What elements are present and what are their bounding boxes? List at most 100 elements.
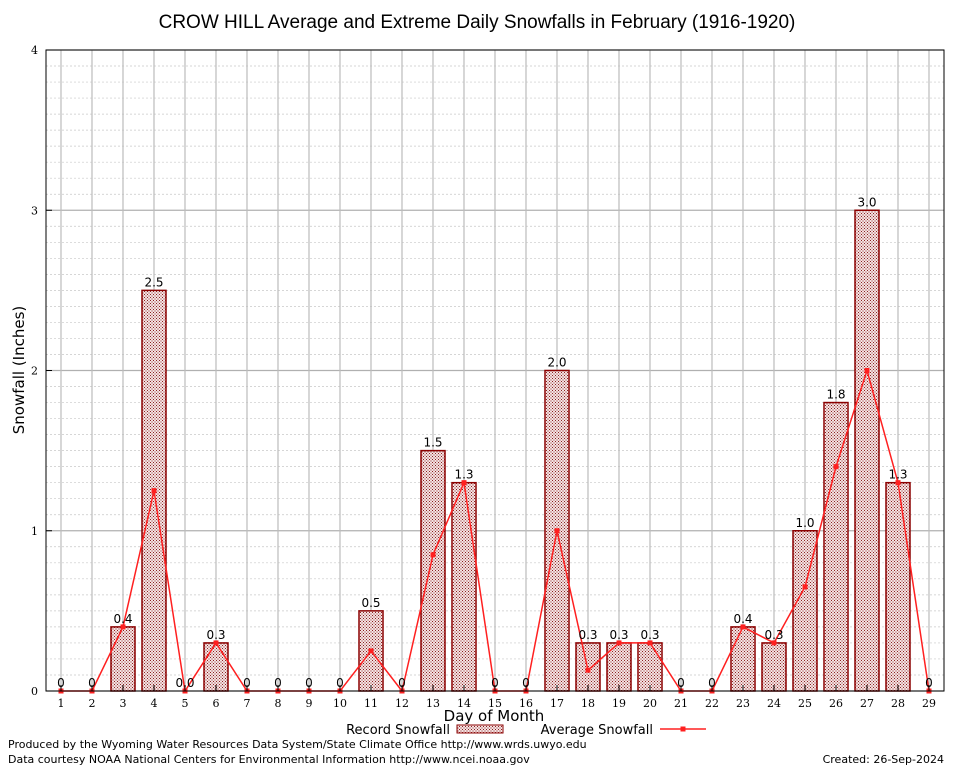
data-label: 0 — [491, 676, 499, 690]
x-tick-label: 7 — [244, 697, 251, 710]
data-label: 0 — [708, 676, 716, 690]
y-tick-label: 2 — [31, 365, 38, 378]
x-tick-label: 5 — [182, 697, 189, 710]
footer-courtesy: Data courtesy NOAA National Centers for … — [8, 753, 530, 766]
legend-record-swatch — [456, 724, 504, 734]
y-tick-label: 4 — [31, 44, 38, 57]
x-tick-label: 19 — [612, 697, 626, 710]
data-label: 1.3 — [454, 468, 473, 482]
chart-title: CROW HILL Average and Extreme Daily Snow… — [159, 12, 796, 33]
legend-average-label: Average Snowfall — [541, 723, 653, 738]
x-tick-label: 23 — [736, 697, 750, 710]
x-tick-label: 22 — [705, 697, 719, 710]
x-tick-label: 20 — [643, 697, 657, 710]
data-label: 2.0 — [547, 356, 566, 370]
bar — [854, 209, 880, 692]
data-label: 1.5 — [423, 436, 442, 450]
data-label: 0.5 — [361, 596, 380, 610]
average-point — [461, 480, 467, 486]
bar — [761, 642, 787, 692]
data-label: 0 — [243, 676, 251, 690]
x-tick-label: 4 — [151, 697, 158, 710]
legend-record-label: Record Snowfall — [346, 723, 450, 738]
footer-produced-by: Produced by the Wyoming Water Resources … — [8, 738, 587, 751]
x-tick-label: 29 — [922, 697, 936, 710]
data-label: 0.3 — [206, 628, 225, 642]
data-label: 0.4 — [733, 612, 752, 626]
data-label: 0 — [398, 676, 406, 690]
data-label: 0 — [925, 676, 933, 690]
y-tick-label: 3 — [31, 204, 38, 217]
average-point — [554, 528, 560, 534]
bar — [420, 449, 446, 692]
bar — [203, 642, 229, 692]
data-label: 0.4 — [113, 612, 132, 626]
data-labels: 0 0 0.4 2.5 0.0 0.3 0 0 0 0 0.5 0 1.5 1.3 0 0 2.0 0.3 0.3 0… — [57, 195, 933, 690]
x-tick-label: 8 — [275, 697, 282, 710]
data-label: 0 — [57, 676, 65, 690]
average-point — [802, 584, 808, 590]
data-label: 0 — [522, 676, 530, 690]
average-point — [430, 552, 436, 558]
x-tick-label: 17 — [550, 697, 564, 710]
x-tick-label: 3 — [120, 697, 127, 710]
x-tick-label: 21 — [674, 697, 688, 710]
x-tick-label: 25 — [798, 697, 812, 710]
x-tick-label: 15 — [488, 697, 502, 710]
average-point — [120, 624, 126, 630]
average-point — [585, 667, 591, 673]
footer-created: Created: 26-Sep-2024 — [822, 753, 944, 766]
y-tick-label: 0 — [31, 685, 38, 698]
legend-average-marker — [680, 726, 686, 732]
data-label: 0.3 — [764, 628, 783, 642]
data-label: 1.3 — [888, 468, 907, 482]
x-tick-label: 12 — [395, 697, 409, 710]
legend: Record Snowfall Average Snowfall — [346, 723, 706, 738]
average-point — [213, 640, 219, 646]
bar — [885, 481, 911, 692]
y-tick-label: 1 — [31, 525, 38, 538]
data-label: 0 — [274, 676, 282, 690]
average-point — [740, 624, 746, 630]
bar — [451, 481, 477, 692]
bar — [823, 401, 849, 692]
average-point — [616, 640, 622, 646]
average-point — [368, 648, 374, 654]
average-point — [864, 368, 870, 373]
x-tick-label: 24 — [767, 697, 781, 710]
data-label: 3.0 — [857, 195, 876, 209]
x-tick-label: 6 — [213, 697, 220, 710]
x-tick-label: 13 — [426, 697, 440, 710]
data-label: 0.0 — [175, 676, 194, 690]
x-tick-label: 1 — [58, 697, 65, 710]
bars — [110, 209, 911, 692]
x-tick-label: 27 — [860, 697, 874, 710]
average-point — [895, 480, 901, 486]
data-label: 2.5 — [144, 275, 163, 289]
average-point — [151, 488, 157, 494]
x-tick-label: 28 — [891, 697, 905, 710]
x-tick-label: 18 — [581, 697, 595, 710]
bar — [141, 289, 167, 692]
x-tick-label: 11 — [364, 697, 378, 710]
x-tick-label: 2 — [89, 697, 96, 710]
data-label: 0.3 — [609, 628, 628, 642]
data-label: 0.3 — [578, 628, 597, 642]
x-tick-label: 10 — [333, 697, 347, 710]
data-label: 0 — [88, 676, 96, 690]
average-point — [771, 640, 777, 646]
x-axis-label: Day of Month — [444, 707, 545, 725]
data-label: 1.0 — [795, 516, 814, 530]
bar — [730, 626, 756, 692]
data-label: 0.3 — [640, 628, 659, 642]
x-tick-label: 14 — [457, 697, 471, 710]
average-point — [647, 640, 653, 646]
data-label: 0 — [336, 676, 344, 690]
x-tick-label: 9 — [306, 697, 313, 710]
average-point — [833, 464, 839, 470]
x-tick-label: 26 — [829, 697, 843, 710]
y-axis-label: Snowfall (Inches) — [10, 306, 28, 434]
data-label: 0 — [305, 676, 313, 690]
